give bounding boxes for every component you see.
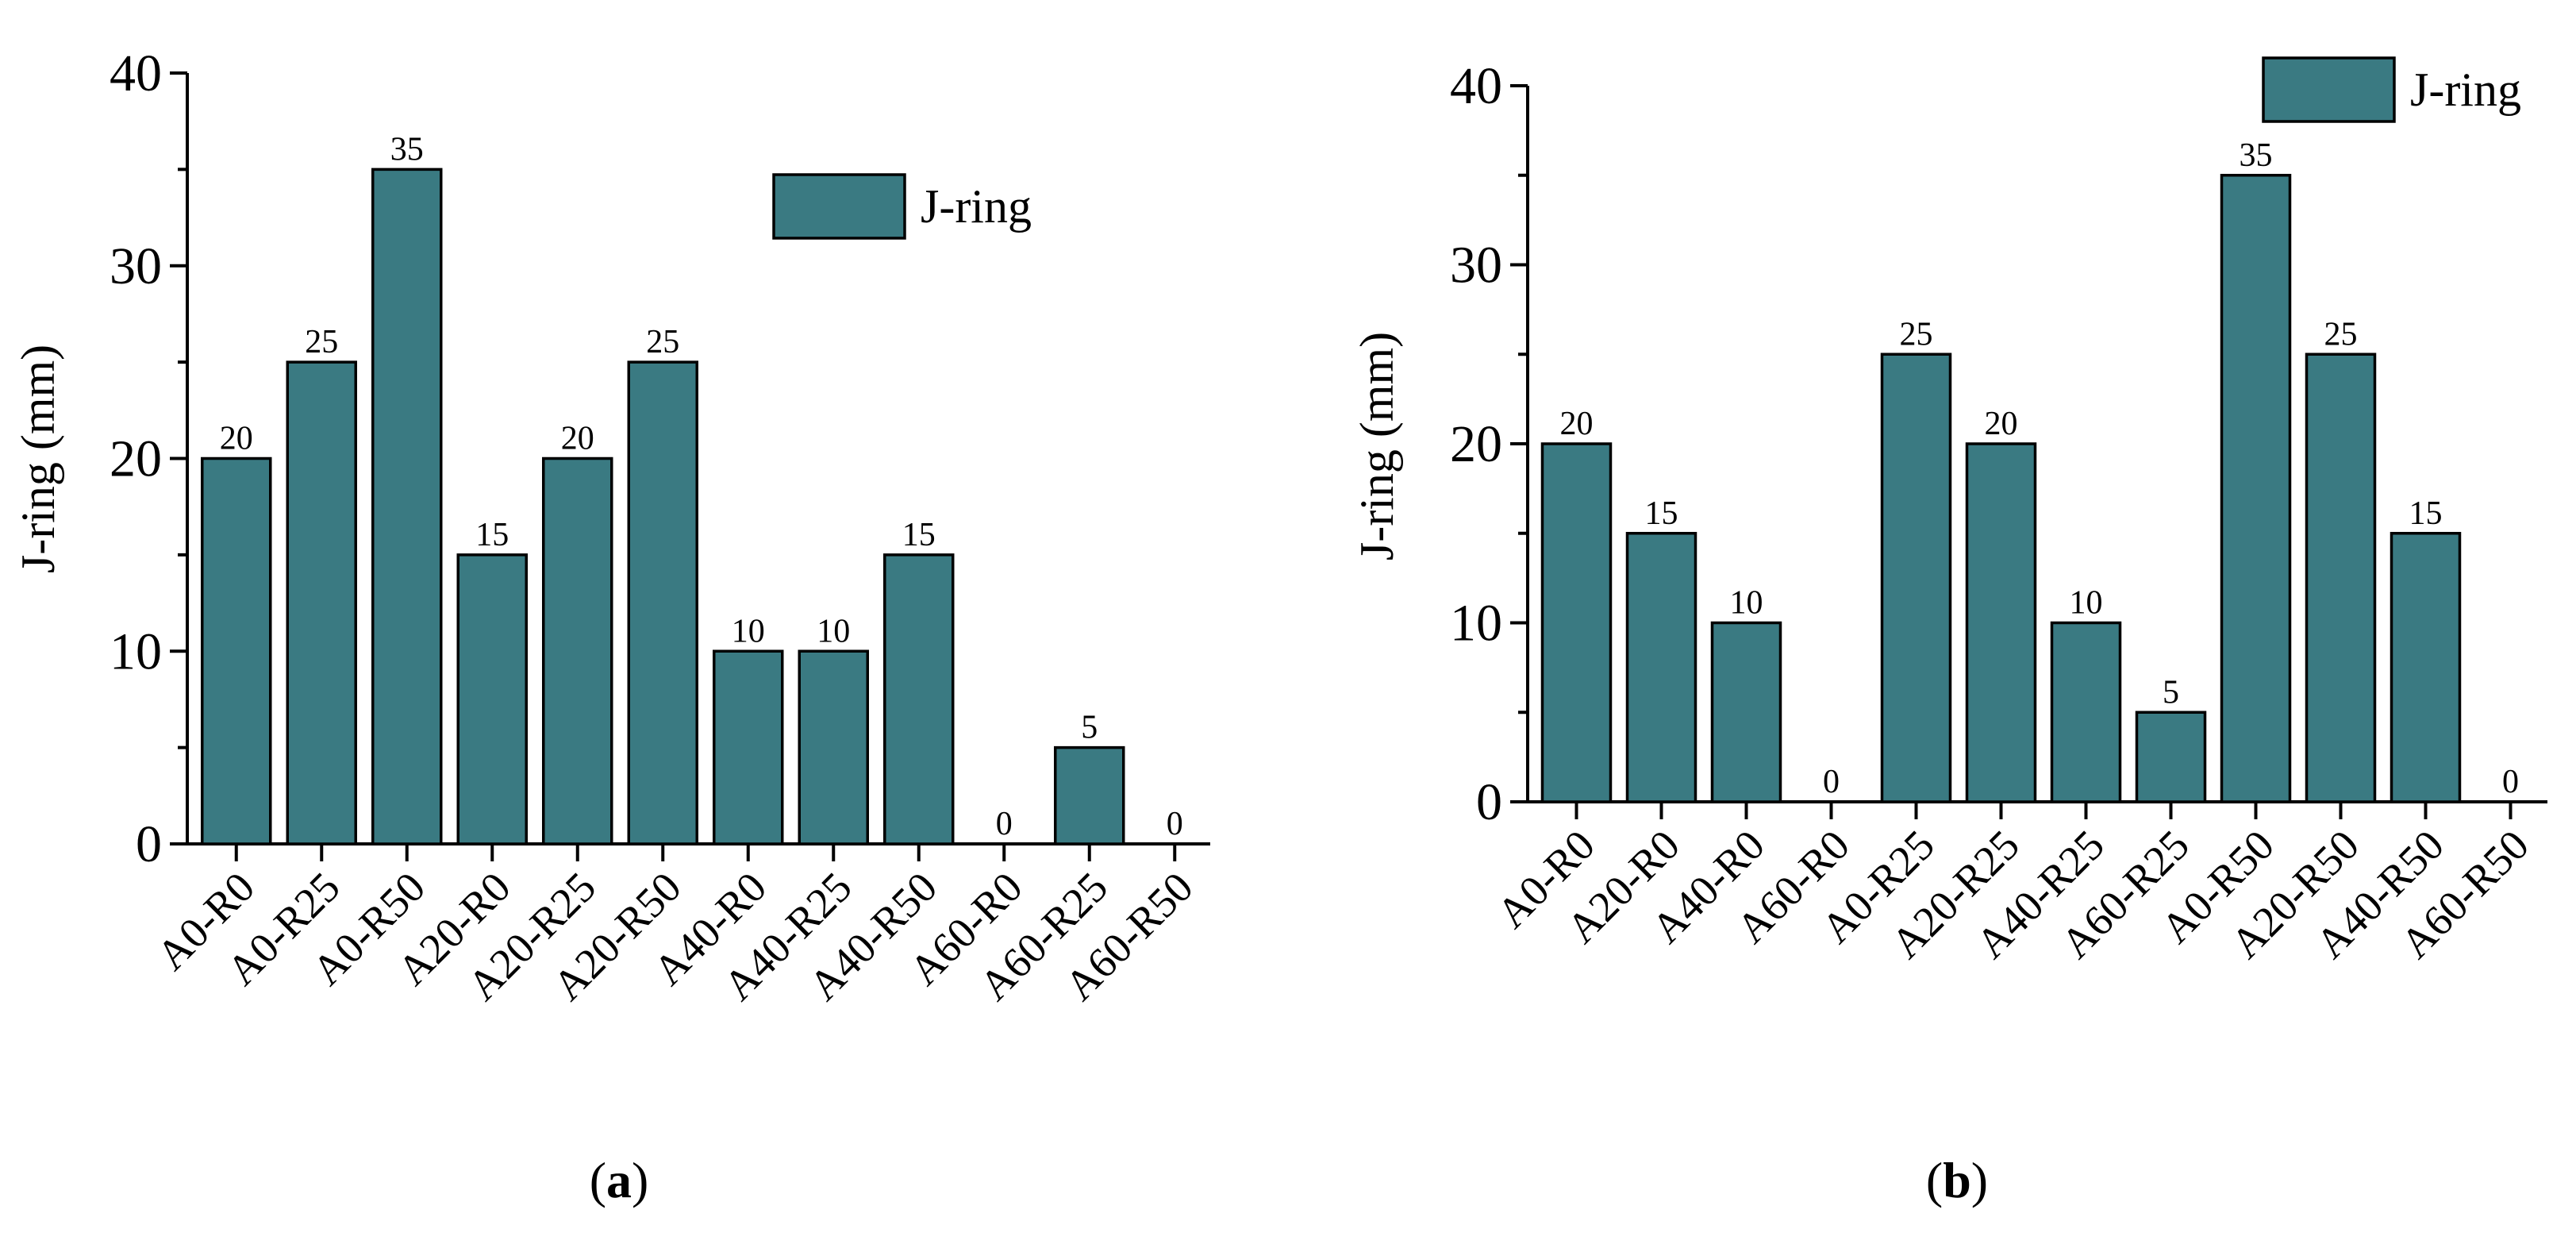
data-label: 5 [1081,710,1098,746]
data-label: 25 [2324,316,2358,352]
legend-swatch [2262,56,2396,123]
data-label: 10 [732,613,765,649]
bar [2220,174,2292,803]
bar [542,456,613,845]
y-axis-label: J-ring (mm) [12,345,64,573]
data-label: 0 [996,806,1013,842]
bar [2305,352,2377,803]
bar [713,649,784,845]
data-label: 0 [1823,764,1840,800]
bar [798,649,869,845]
bar [1965,442,2037,803]
panel-caption: (a) [590,1152,649,1208]
bar [1054,745,1125,845]
data-label: 15 [475,517,509,553]
y-tick-label: 20 [110,430,162,488]
data-label: 35 [2240,137,2273,174]
data-label: 10 [2070,585,2103,622]
y-tick-label: 20 [1450,415,1502,473]
bar [883,553,955,845]
caption-close: ) [632,1152,648,1208]
y-tick-label: 40 [1450,57,1502,115]
bar [286,360,357,845]
panel-caption: (b) [1926,1152,1988,1208]
legend-label: J-ring [921,180,1032,233]
bar [371,168,443,845]
data-label: 0 [1167,806,1183,842]
bar [201,456,272,845]
y-tick-label: 40 [110,44,162,102]
bar [1710,621,1782,803]
caption-letter: b [1943,1152,1971,1208]
caption-open: ( [590,1152,606,1208]
bar [2050,621,2122,803]
data-label: 10 [1730,585,1763,622]
caption-letter: a [606,1152,632,1208]
bar [1540,442,1613,803]
data-label: 10 [817,613,850,649]
data-label: 25 [646,324,679,360]
y-tick-label: 0 [136,815,162,873]
bar [2135,711,2207,803]
bar [456,553,528,845]
y-tick-label: 0 [1476,773,1502,831]
caption-open: ( [1926,1152,1943,1208]
bar [2390,532,2462,803]
data-label: 20 [1560,406,1594,442]
data-label: 25 [305,324,338,360]
data-label: 15 [2409,495,2443,532]
data-label: 25 [1900,316,1933,352]
data-label: 20 [1985,406,2018,442]
data-label: 15 [1645,495,1678,532]
y-tick-label: 10 [110,622,162,680]
data-label: 15 [902,517,936,553]
y-axis-label: J-ring (mm) [1351,332,1403,560]
bar [627,360,698,845]
data-label: 0 [2502,764,2519,800]
legend-label: J-ring [2410,64,2521,116]
caption-close: ) [1971,1152,1988,1208]
bar [1625,532,1697,803]
legend-swatch [772,173,906,240]
data-label: 20 [561,421,594,457]
data-label: 35 [390,131,424,168]
bar [1880,352,1952,803]
y-tick-label: 30 [1450,237,1502,295]
y-tick-label: 10 [1450,595,1502,653]
y-tick-label: 30 [110,237,162,295]
data-label: 5 [2163,674,2179,711]
data-label: 20 [220,421,253,457]
